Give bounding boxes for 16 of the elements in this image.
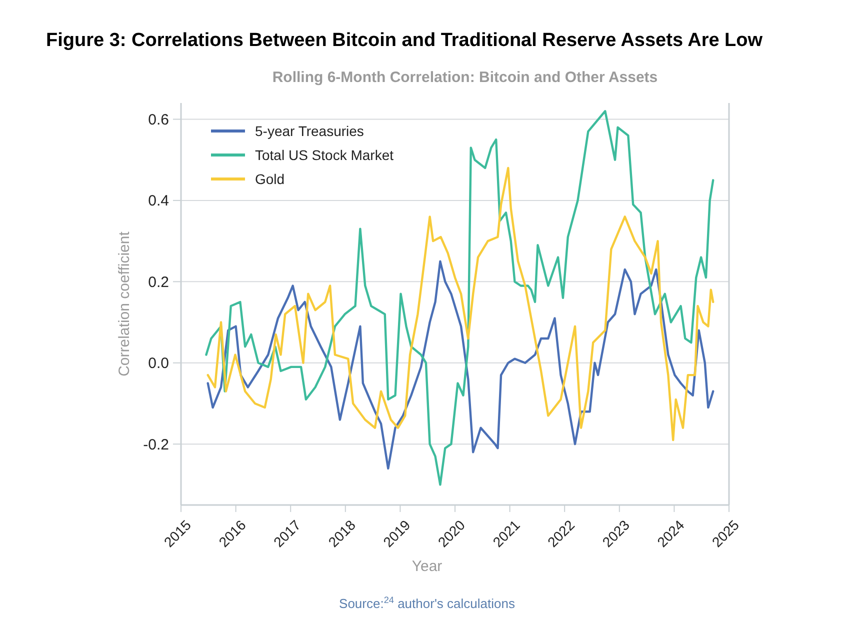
y-axis-title: Correlation coefficient — [116, 230, 133, 376]
legend-label: Total US Stock Market — [255, 146, 394, 163]
y-tick-label: -0.2 — [143, 436, 169, 454]
source-note: Source:$^{24}$ author's calculations — [339, 595, 516, 611]
chart-title: Figure 3: Correlations Between Bitcoin and Traditional Reserve Assets Are Low — [46, 30, 763, 51]
legend-label: Gold — [255, 170, 285, 187]
chart-subtitle: Rolling 6-Month Correlation: Bitcoin and Other Assets — [272, 69, 658, 86]
x-axis-title: Year — [412, 558, 442, 575]
line-series — [205, 110, 714, 486]
y-tick-label: 0.4 — [148, 192, 169, 210]
y-tick-label: 0.2 — [148, 274, 169, 291]
y-tick-label: 0.0 — [148, 355, 169, 372]
line-series — [206, 166, 714, 442]
legend-label: 5-year Treasuries — [255, 122, 364, 139]
line-series — [206, 260, 714, 470]
y-tick-label: 0.6 — [148, 111, 169, 128]
